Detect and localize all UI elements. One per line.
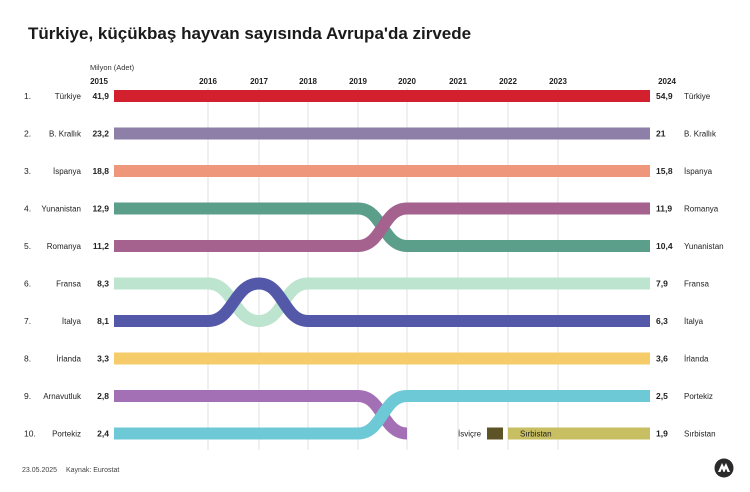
value-2015: 2,4 <box>97 429 109 439</box>
rank-label: 9. <box>24 391 31 401</box>
series-name-left: Türkiye <box>55 92 82 101</box>
unit-label: Milyon (Adet) <box>90 63 135 72</box>
rank-label: 2. <box>24 129 31 139</box>
footer-date: 23.05.2025 <box>22 467 58 474</box>
series-name-left: İtalya <box>62 317 82 326</box>
rank-label: 6. <box>24 279 31 289</box>
series-name-right: Romanya <box>684 205 719 214</box>
aa-logo-icon <box>714 458 734 478</box>
value-2024: 1,9 <box>656 429 668 439</box>
rank-label: 1. <box>24 91 31 101</box>
x-tick-label: 2024 <box>658 77 676 86</box>
value-2024: 54,9 <box>656 91 673 101</box>
x-tick-label: 2015 <box>90 77 108 86</box>
series-name-left: B. Krallık <box>49 130 82 139</box>
series-mark-isvicre <box>487 427 503 440</box>
value-2015: 18,8 <box>92 166 109 176</box>
series-name-right: Fransa <box>684 280 709 289</box>
series-name-right: Portekiz <box>684 392 713 401</box>
rank-label: 5. <box>24 241 31 251</box>
series-name-right: Yunanistan <box>684 242 724 251</box>
x-tick-label: 2022 <box>499 77 517 86</box>
rank-label: 7. <box>24 316 31 326</box>
value-2024: 6,3 <box>656 316 668 326</box>
x-tick-label: 2021 <box>449 77 467 86</box>
series-name-left: Yunanistan <box>41 205 81 214</box>
value-2015: 8,1 <box>97 316 109 326</box>
x-tick-label: 2017 <box>250 77 268 86</box>
series-name-left: İrlanda <box>57 355 82 364</box>
series-name-left: Fransa <box>56 280 81 289</box>
value-2024: 11,9 <box>656 204 672 214</box>
value-2015: 3,3 <box>97 354 109 364</box>
rank-label: 3. <box>24 166 31 176</box>
series-name-right: İspanya <box>684 167 713 176</box>
series-name-right: Türkiye <box>684 92 711 101</box>
series-band-portekiz <box>114 390 650 440</box>
series-name-right: Sırbistan <box>684 430 716 439</box>
inline-label-isvicre: İsviçre <box>458 430 482 439</box>
value-2024: 3,6 <box>656 354 668 364</box>
rank-label: 4. <box>24 204 31 214</box>
x-tick-label: 2020 <box>398 77 416 86</box>
series-name-left: Arnavutluk <box>43 392 82 401</box>
value-2024: 2,5 <box>656 391 668 401</box>
value-2024: 10,4 <box>656 241 673 251</box>
source-note: Kaynak: Eurostat <box>66 467 120 474</box>
page-title: Türkiye, küçükbaş hayvan sayısında Avrup… <box>28 24 472 43</box>
x-tick-label: 2016 <box>199 77 217 86</box>
series-name-left: Portekiz <box>52 430 81 439</box>
rank-label: 10. <box>24 429 36 439</box>
value-2015: 12,9 <box>92 204 109 214</box>
value-2024: 7,9 <box>656 279 668 289</box>
value-2015: 8,3 <box>97 279 109 289</box>
series-name-left: İspanya <box>53 167 82 176</box>
series-band-fransa <box>114 277 650 328</box>
series-band-romanya <box>114 202 650 252</box>
series-name-left: Romanya <box>47 242 82 251</box>
x-tick-label: 2019 <box>349 77 367 86</box>
x-tick-label: 2023 <box>549 77 567 86</box>
series-band-i-talya <box>114 277 650 327</box>
series-band-arnavutluk <box>114 390 408 440</box>
value-2015: 23,2 <box>92 129 109 139</box>
value-2015: 41,9 <box>92 91 109 101</box>
x-tick-label: 2018 <box>299 77 317 86</box>
inline-label-sirbistan: Sırbistan <box>520 430 552 439</box>
series-name-right: İrlanda <box>684 355 709 364</box>
value-2024: 21 <box>656 129 666 139</box>
value-2015: 2,8 <box>97 391 109 401</box>
series-name-right: B. Krallık <box>684 130 717 139</box>
value-2024: 15,8 <box>656 166 673 176</box>
series-name-right: İtalya <box>684 317 704 326</box>
rank-label: 8. <box>24 354 31 364</box>
value-2015: 11,2 <box>93 241 109 251</box>
